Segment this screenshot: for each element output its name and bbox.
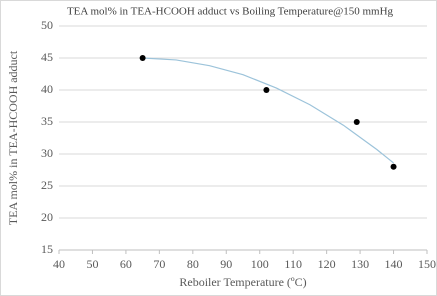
y-tick-label: 25: [41, 178, 53, 192]
y-tick-label: 50: [41, 18, 53, 32]
x-tick-label: 70: [153, 257, 165, 271]
x-tick-label: 130: [351, 257, 369, 271]
x-tick-label: 100: [251, 257, 269, 271]
x-tick-label: 60: [120, 257, 132, 271]
x-tick-label: 40: [53, 257, 65, 271]
point: [353, 119, 360, 125]
y-tick-label: 30: [41, 146, 53, 160]
x-tick-label: 120: [318, 257, 336, 271]
x-tick-label: 80: [187, 257, 199, 271]
x-axis-label: Reboiler Temperature (ºC): [179, 275, 306, 289]
y-tick-label: 40: [41, 82, 53, 96]
y-tick-label: 20: [41, 210, 53, 224]
x-tick-label: 110: [284, 257, 302, 271]
point: [263, 87, 270, 93]
x-tick-label: 90: [220, 257, 232, 271]
y-axis-label: TEA mol% in TEA-HCOOH adduct: [6, 50, 20, 225]
x-tick-label: 50: [86, 257, 98, 271]
y-tick-label: 45: [41, 50, 53, 64]
trendline: [142, 57, 394, 164]
chart-title: TEA mol% in TEA-HCOOH adduct vs Boiling …: [67, 6, 394, 18]
x-tick-label: 140: [385, 257, 403, 271]
point: [390, 163, 397, 170]
y-tick-label: 15: [41, 242, 53, 256]
x-tick-label: 150: [418, 257, 436, 271]
point: [139, 55, 146, 61]
y-tick-label: 35: [41, 114, 53, 128]
